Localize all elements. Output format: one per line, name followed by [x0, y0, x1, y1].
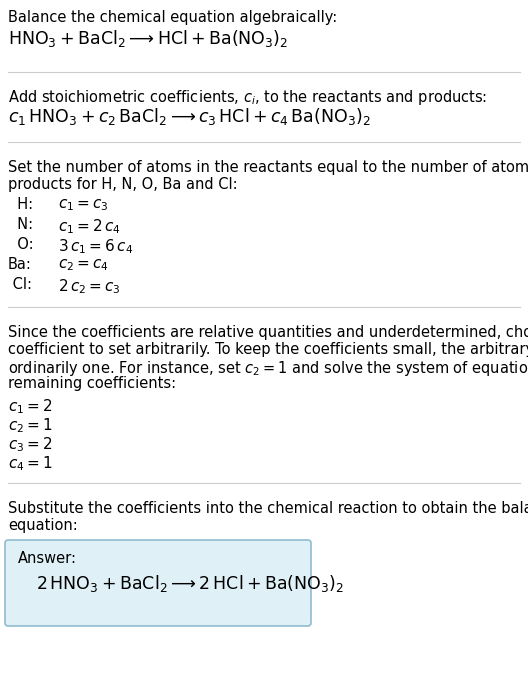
Text: $c_3 = 2$: $c_3 = 2$	[8, 435, 52, 454]
Text: Ba:: Ba:	[8, 257, 32, 272]
Text: Answer:: Answer:	[18, 551, 77, 566]
Text: Substitute the coefficients into the chemical reaction to obtain the balanced: Substitute the coefficients into the che…	[8, 501, 528, 516]
Text: $3\,c_1 = 6\,c_4$: $3\,c_1 = 6\,c_4$	[58, 237, 133, 255]
Text: equation:: equation:	[8, 518, 78, 533]
Text: Balance the chemical equation algebraically:: Balance the chemical equation algebraica…	[8, 10, 337, 25]
Text: $\mathrm{HNO_3 + BaCl_2 \longrightarrow HCl + Ba(NO_3)_2}$: $\mathrm{HNO_3 + BaCl_2 \longrightarrow …	[8, 28, 288, 49]
Text: $2\,\mathrm{HNO_3} + \mathrm{BaCl_2} \longrightarrow 2\,\mathrm{HCl} + \mathrm{B: $2\,\mathrm{HNO_3} + \mathrm{BaCl_2} \lo…	[36, 573, 344, 594]
Text: H:: H:	[8, 197, 33, 212]
Text: $c_1 = 2\,c_4$: $c_1 = 2\,c_4$	[58, 217, 121, 236]
Text: N:: N:	[8, 217, 33, 232]
Text: O:: O:	[8, 237, 34, 252]
Text: Set the number of atoms in the reactants equal to the number of atoms in the: Set the number of atoms in the reactants…	[8, 160, 528, 175]
Text: coefficient to set arbitrarily. To keep the coefficients small, the arbitrary va: coefficient to set arbitrarily. To keep …	[8, 342, 528, 357]
Text: ordinarily one. For instance, set $c_2 = 1$ and solve the system of equations fo: ordinarily one. For instance, set $c_2 =…	[8, 359, 528, 378]
Text: Since the coefficients are relative quantities and underdetermined, choose a: Since the coefficients are relative quan…	[8, 325, 528, 340]
Text: $c_1 = 2$: $c_1 = 2$	[8, 397, 52, 416]
Text: $c_2 = c_4$: $c_2 = c_4$	[58, 257, 109, 273]
Text: Add stoichiometric coefficients, $c_i$, to the reactants and products:: Add stoichiometric coefficients, $c_i$, …	[8, 88, 487, 107]
Text: $c_4 = 1$: $c_4 = 1$	[8, 454, 53, 472]
Text: $c_1\,\mathrm{HNO_3} + c_2\,\mathrm{BaCl_2} \longrightarrow c_3\,\mathrm{HCl} + : $c_1\,\mathrm{HNO_3} + c_2\,\mathrm{BaCl…	[8, 106, 371, 127]
FancyBboxPatch shape	[5, 540, 311, 626]
Text: $c_2 = 1$: $c_2 = 1$	[8, 416, 53, 435]
Text: products for H, N, O, Ba and Cl:: products for H, N, O, Ba and Cl:	[8, 177, 238, 192]
Text: $c_1 = c_3$: $c_1 = c_3$	[58, 197, 109, 213]
Text: Cl:: Cl:	[8, 277, 32, 292]
Text: $2\,c_2 = c_3$: $2\,c_2 = c_3$	[58, 277, 121, 296]
Text: remaining coefficients:: remaining coefficients:	[8, 376, 176, 391]
